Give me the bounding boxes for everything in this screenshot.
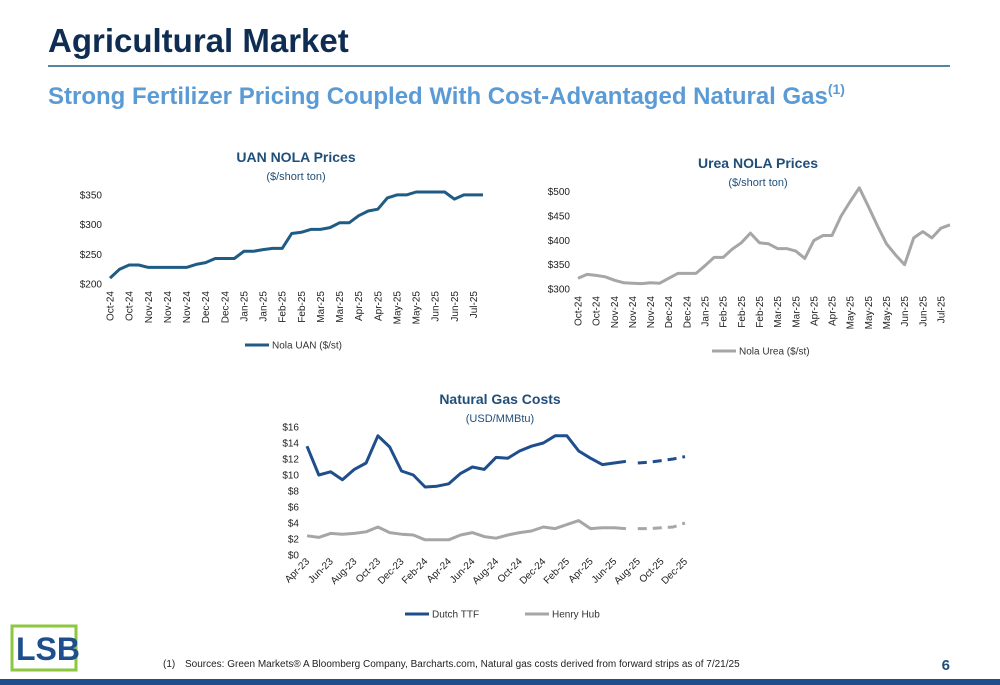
- x-tick-label: Apr-25: [828, 296, 839, 326]
- x-tick-label: Dec-24: [201, 291, 212, 324]
- x-tick-label: Dec-24: [220, 291, 231, 324]
- x-tick-label: Apr-25: [373, 291, 384, 321]
- y-tick-label: $14: [282, 439, 299, 450]
- y-tick-label: $6: [288, 503, 300, 514]
- y-tick-label: $10: [282, 471, 299, 482]
- chart-subtitle: (USD/MMBtu): [466, 413, 534, 425]
- forecast-line: [637, 521, 686, 531]
- x-tick-label: Mar-25: [791, 296, 802, 328]
- logo: LSB: [16, 631, 80, 667]
- x-tick-label: May-25: [412, 291, 423, 325]
- x-tick-label: Dec-25: [660, 556, 691, 587]
- x-tick-label: Nov-24: [182, 291, 193, 324]
- chart-subtitle: ($/short ton): [728, 177, 787, 189]
- x-tick-label: Feb-25: [278, 291, 289, 323]
- page-number: 6: [942, 657, 950, 674]
- series-line: [577, 186, 951, 286]
- chart-subtitle: ($/short ton): [266, 171, 325, 183]
- x-tick-label: Nov-24: [610, 296, 621, 329]
- x-tick-label: Mar-25: [773, 296, 784, 328]
- y-tick-label: $350: [548, 260, 571, 271]
- x-tick-label: May-25: [882, 296, 893, 330]
- y-tick-label: $4: [288, 519, 300, 530]
- y-tick-label: $2: [288, 535, 300, 546]
- x-tick-label: Feb-24: [400, 556, 430, 586]
- x-tick-label: May-25: [864, 296, 875, 330]
- x-tick-label: Aug-23: [329, 556, 360, 587]
- x-tick-label: Jun-25: [450, 291, 461, 322]
- y-tick-label: $8: [288, 487, 300, 498]
- x-tick-label: May-25: [846, 296, 857, 330]
- x-tick-label: Jan-25: [701, 296, 712, 327]
- legend-label: Henry Hub: [552, 610, 600, 621]
- y-tick-label: $0: [288, 551, 300, 562]
- y-tick-label: $400: [548, 236, 571, 247]
- x-tick-label: Feb-25: [755, 296, 766, 328]
- series-line: [306, 519, 627, 542]
- x-tick-label: Dec-24: [682, 296, 693, 329]
- x-tick-label: Feb-25: [542, 556, 572, 586]
- x-tick-label: Dec-24: [664, 296, 675, 329]
- x-tick-label: Feb-25: [737, 296, 748, 328]
- x-tick-label: Jul-25: [936, 296, 947, 324]
- y-tick-label: $12: [282, 455, 299, 466]
- x-tick-label: Oct-24: [592, 296, 603, 326]
- series-line: [305, 434, 627, 489]
- subtitle-text: Strong Fertilizer Pricing Coupled With C…: [48, 83, 828, 110]
- series-line: [108, 190, 483, 280]
- x-tick-label: Nov-24: [646, 296, 657, 329]
- y-tick-label: $300: [548, 285, 571, 296]
- y-tick-label: $250: [80, 250, 103, 261]
- y-tick-label: $16: [282, 423, 299, 434]
- x-tick-label: Jul-25: [469, 291, 480, 319]
- slide-subtitle: Strong Fertilizer Pricing Coupled With C…: [48, 81, 845, 110]
- y-tick-label: $500: [548, 187, 571, 198]
- y-tick-label: $200: [80, 280, 103, 291]
- x-tick-label: Jun-25: [900, 296, 911, 327]
- bottom-bar: [0, 679, 1000, 685]
- x-tick-label: Feb-25: [297, 291, 308, 323]
- chart-title: Urea NOLA Prices: [698, 155, 818, 171]
- y-tick-label: $300: [80, 220, 103, 231]
- x-tick-label: Nov-24: [144, 291, 155, 324]
- x-tick-label: Aug-24: [471, 556, 502, 587]
- legend-label: Nola UAN ($/st): [272, 341, 342, 352]
- x-tick-label: Nov-24: [163, 291, 174, 324]
- forecast-line: [637, 455, 686, 465]
- x-tick-label: Apr-25: [354, 291, 365, 321]
- x-tick-label: Apr-25: [809, 296, 820, 326]
- footnote-marker: (1): [163, 659, 175, 670]
- legend-label: Nola Urea ($/st): [739, 347, 810, 358]
- chart-title: Natural Gas Costs: [439, 391, 561, 407]
- logo-box: [10, 624, 78, 672]
- x-tick-label: Jun-25: [918, 296, 929, 327]
- subtitle-note: (1): [828, 81, 845, 97]
- footnote: Sources: Green Markets® A Bloomberg Comp…: [185, 659, 740, 670]
- x-tick-label: Nov-24: [628, 296, 639, 329]
- x-tick-label: Mar-25: [335, 291, 346, 323]
- x-tick-label: Oct-24: [106, 291, 117, 321]
- y-tick-label: $450: [548, 212, 571, 223]
- x-tick-label: Oct-24: [125, 291, 136, 321]
- chart-title: UAN NOLA Prices: [236, 149, 356, 165]
- slide-title: Agricultural Market: [48, 22, 349, 59]
- x-tick-label: Jun-25: [431, 291, 442, 322]
- x-tick-label: Jan-25: [259, 291, 270, 322]
- charts: UAN NOLA Prices ($/short ton) $200 $250 $300…: [80, 149, 951, 621]
- x-tick-label: Feb-25: [719, 296, 730, 328]
- x-tick-label: Jan-25: [239, 291, 250, 322]
- legend-label: Dutch TTF: [432, 610, 479, 621]
- y-tick-label: $350: [80, 190, 103, 201]
- x-tick-label: Oct-24: [574, 296, 585, 326]
- x-tick-label: Mar-25: [316, 291, 327, 323]
- x-tick-label: Aug-25: [612, 556, 643, 587]
- x-tick-label: May-25: [392, 291, 403, 325]
